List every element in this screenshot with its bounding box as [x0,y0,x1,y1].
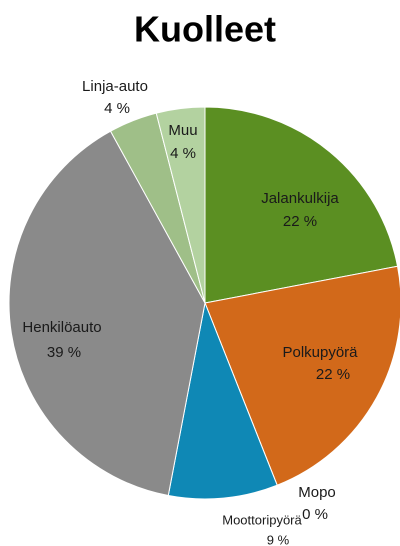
slice-value-label: 4 % [104,100,130,117]
slice-value-label: 22 % [316,366,350,383]
pie-slice [8,130,206,497]
pie-slice [167,301,278,500]
slice-value-label: 4 % [170,145,196,162]
slice-value-label: 39 % [47,344,81,361]
slice-label: Linja-auto [82,78,148,95]
slice-value-label: 0 % [302,506,328,523]
slice-value-label: 22 % [283,213,317,230]
pie-slice [155,106,206,304]
pie-slice [204,265,400,486]
slice-value-label: 9 % [267,532,290,546]
slice-label: Jalankulkija [261,190,339,207]
slice-label: Polkupyörä [282,344,358,361]
slice-label: Moottoripyörä [222,512,302,527]
slice-label: Henkilöauto [22,319,101,336]
slice-label: Muu [168,122,197,139]
chart-title: Kuolleet [134,9,276,50]
slice-label: Mopo [298,484,336,501]
pie-slice [204,106,399,304]
